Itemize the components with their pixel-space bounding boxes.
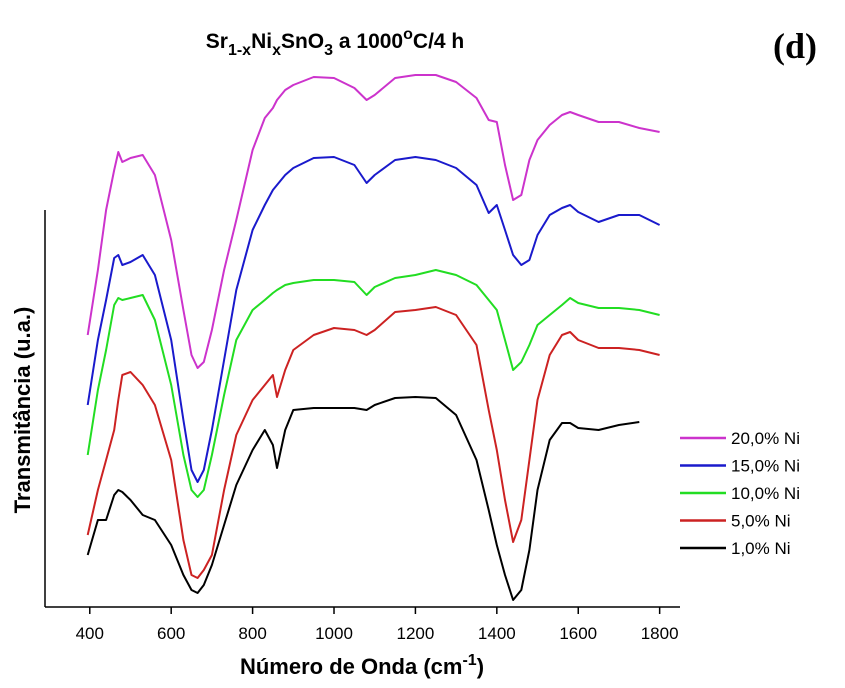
title-part: 3 [324, 42, 333, 59]
x-tick-label: 1400 [478, 624, 516, 643]
title-part: o [403, 26, 413, 43]
legend-label: 5,0% Ni [731, 512, 791, 531]
x-tick-label: 1200 [397, 624, 435, 643]
x-axis-label: Número de Onda (cm-1) [240, 652, 484, 679]
x-label-part: ) [477, 654, 484, 679]
title-part: 1-x [228, 42, 251, 59]
spectrum-line [86, 396, 640, 601]
legend-label: 10,0% Ni [731, 484, 800, 503]
x-tick-label: 1000 [315, 624, 353, 643]
x-label-part: Número de Onda (cm [240, 654, 462, 679]
title-part: Sr [206, 30, 228, 53]
title-part: C/4 h [413, 30, 464, 53]
spectrum-line [86, 269, 660, 498]
y-axis-label: Transmitância (u.a.) [10, 307, 35, 514]
legend-label: 1,0% Ni [731, 539, 791, 558]
title-part: SnO [281, 30, 324, 53]
x-tick-label: 600 [157, 624, 185, 643]
x-tick-label: 800 [238, 624, 266, 643]
x-tick-label: 1800 [641, 624, 679, 643]
x-label-part: -1 [462, 652, 476, 669]
chart-title: Sr1-xNixSnO3 a 1000oC/4 h [206, 26, 465, 59]
title-part: Ni [251, 30, 272, 53]
legend-label: 20,0% Ni [731, 429, 800, 448]
x-tick-label: 400 [76, 624, 104, 643]
panel-label: (d) [773, 26, 817, 66]
legend-label: 15,0% Ni [731, 457, 800, 476]
spectrum-line [86, 306, 660, 579]
title-part: x [272, 42, 281, 59]
spectrum-line [86, 74, 660, 369]
title-part: a 1000 [333, 30, 403, 53]
x-tick-label: 1600 [559, 624, 597, 643]
spectrum-line [86, 156, 661, 483]
